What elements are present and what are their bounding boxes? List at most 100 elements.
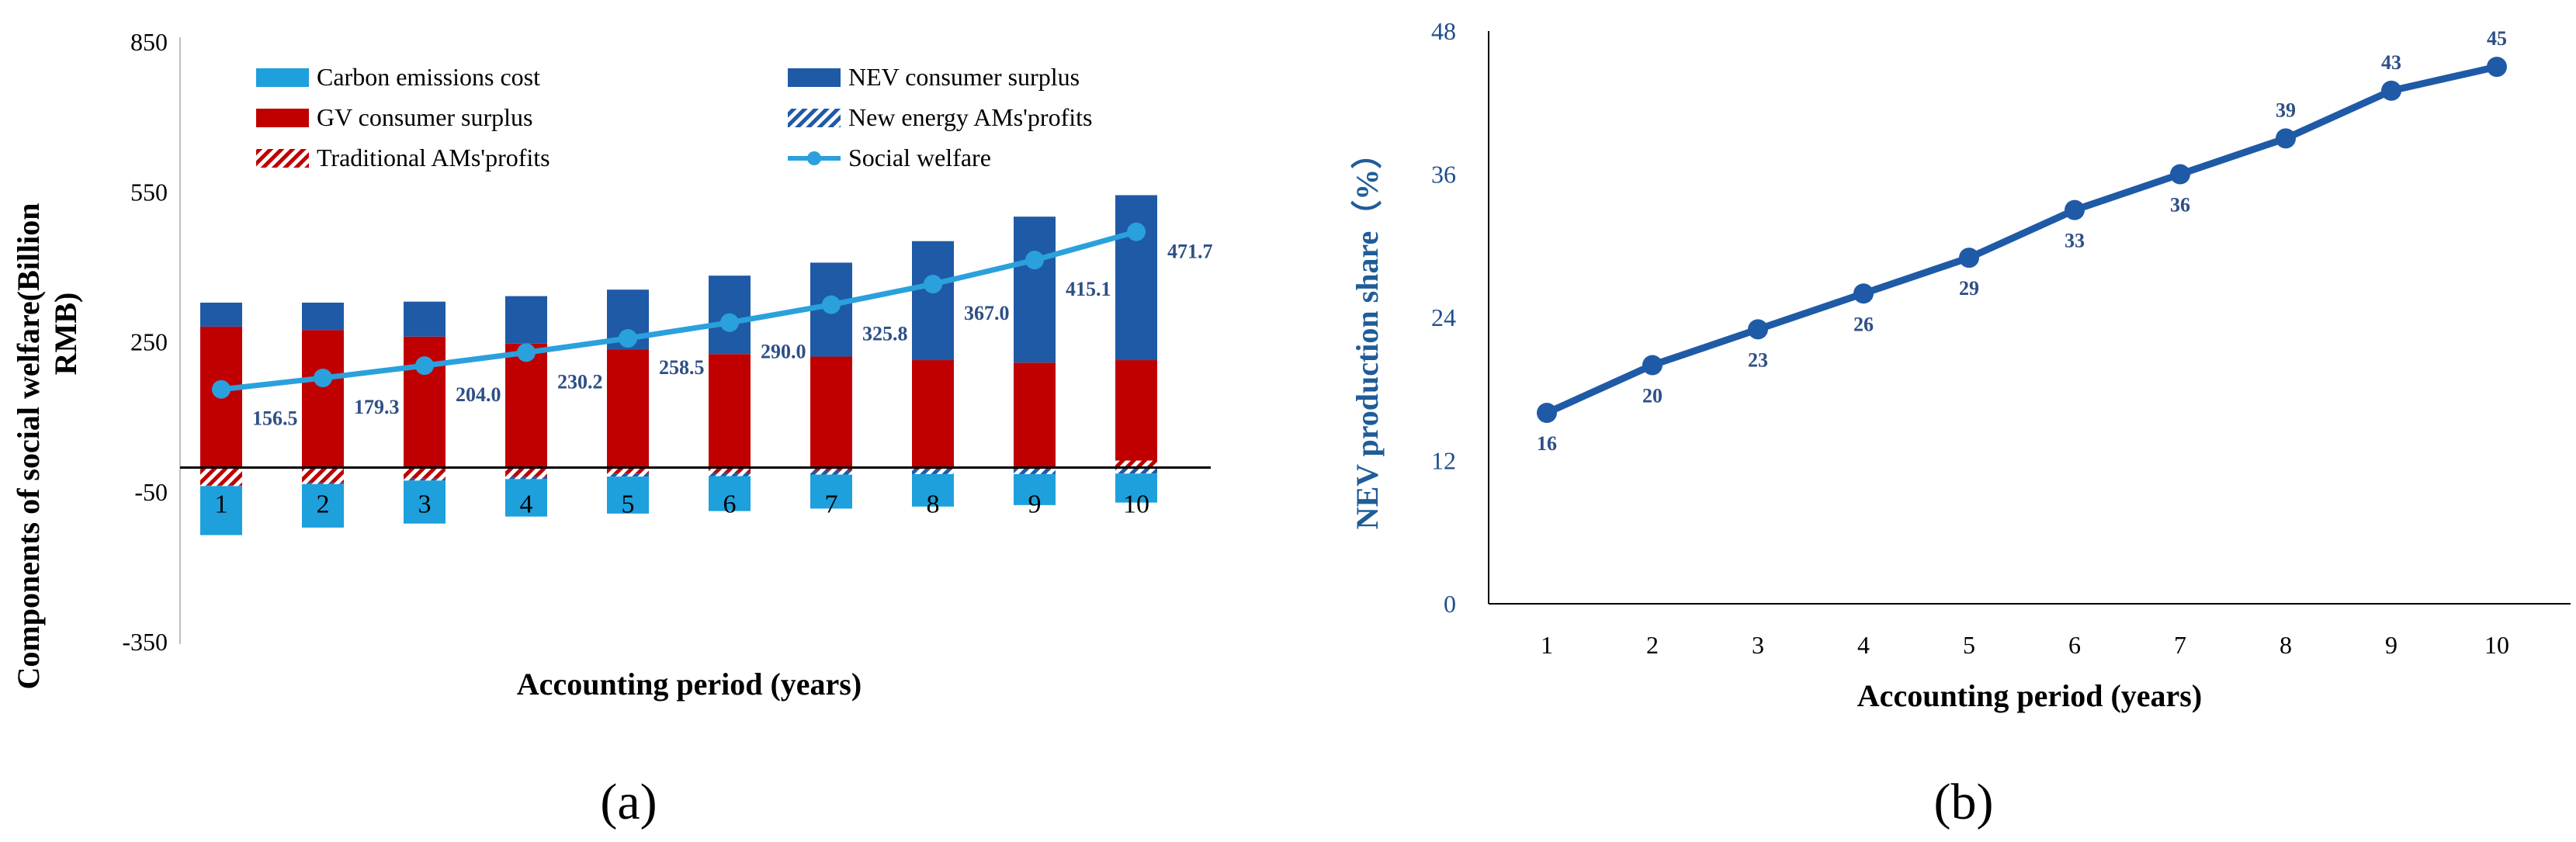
nev-share-value-label: 36 <box>2170 194 2190 217</box>
social-welfare-value-label: 258.5 <box>659 356 705 379</box>
chart-b-xtick-label: 6 <box>2068 631 2081 659</box>
bar-new-energy-profits <box>607 473 649 477</box>
bar-traditional-profits <box>404 467 446 479</box>
chart-b-xtick-label: 9 <box>2385 631 2397 659</box>
bar-nev-consumer-surplus <box>404 301 446 337</box>
chart-b-ytick-label: 48 <box>1431 17 1456 45</box>
social-welfare-value-label: 156.5 <box>252 407 298 430</box>
bar-gv-consumer-surplus <box>404 336 446 468</box>
legend-marker-welfare <box>807 151 821 165</box>
chart-a-category-label: 10 <box>1123 490 1149 519</box>
bar-nev-consumer-surplus <box>1115 195 1157 361</box>
social-welfare-point <box>314 369 332 388</box>
bar-gv-consumer-surplus <box>709 354 751 468</box>
bar-nev-consumer-surplus <box>200 302 242 327</box>
nev-share-value-label: 45 <box>2487 27 2507 50</box>
chart-a-category-label: 5 <box>622 490 635 519</box>
bar-new-energy-profits <box>200 485 242 487</box>
legend-label-welfare: Social welfare <box>848 144 991 172</box>
chart-b-xtick-label: 10 <box>2484 631 2509 659</box>
chart-a-category-label: 7 <box>825 490 838 519</box>
bar-gv-consumer-surplus <box>505 343 547 468</box>
nev-share-value-label: 23 <box>1748 348 1768 371</box>
social-welfare-value-label: 179.3 <box>354 396 400 418</box>
social-welfare-point <box>212 379 231 399</box>
legend-swatch-traditional <box>256 149 309 168</box>
nev-share-point <box>1748 319 1768 340</box>
chart-a-ylabel-line1: Components of social welfare(Billion <box>11 203 46 689</box>
bar-nev-consumer-surplus <box>912 241 954 361</box>
legend-label-new-energy: New energy AMs'profits <box>848 103 1092 131</box>
bar-gv-consumer-surplus <box>302 330 344 468</box>
bar-carbon-emissions-cost <box>200 486 242 535</box>
chart-b-ytick-label: 0 <box>1444 590 1456 618</box>
bar-carbon-emissions-cost <box>709 476 751 511</box>
bar-traditional-profits <box>302 467 344 483</box>
bar-new-energy-profits <box>505 476 547 480</box>
social-welfare-point <box>1025 251 1044 270</box>
bar-new-energy-profits <box>810 470 852 475</box>
chart-a-legend: Carbon emissions cost GV consumer surplu… <box>256 63 1092 172</box>
bar-new-energy-profits <box>302 482 344 484</box>
nev-share-line <box>1545 63 2498 417</box>
nev-share-value-label: 26 <box>1853 313 1874 335</box>
bar-gv-consumer-surplus <box>810 356 852 468</box>
chart-b-xlabel: Accounting period (years) <box>1857 678 2202 713</box>
nev-share-point <box>2170 164 2190 185</box>
social-welfare-point <box>924 275 942 294</box>
nev-share-value-label: 43 <box>2381 51 2401 74</box>
bar-new-energy-profits <box>404 478 446 481</box>
chart-a-category-label: 6 <box>723 490 737 519</box>
social-welfare-point <box>822 295 841 314</box>
chart-b-xtick-label: 7 <box>2174 631 2186 659</box>
chart-a-xlabel: Accounting period (years) <box>517 667 862 702</box>
social-welfare-value-label: 325.8 <box>862 323 908 345</box>
nev-share-point <box>2381 80 2401 101</box>
social-welfare-value-label: 367.0 <box>964 302 1010 324</box>
legend-swatch-new-energy <box>788 109 841 127</box>
social-welfare-value-label: 415.1 <box>1066 278 1111 300</box>
bar-gv-consumer-surplus <box>1115 360 1157 468</box>
bar-carbon-emissions-cost <box>302 483 344 528</box>
bar-new-energy-profits <box>1014 469 1056 474</box>
social-welfare-point <box>720 313 739 332</box>
legend-label-nev: NEV consumer surplus <box>848 63 1080 91</box>
legend-label-gv: GV consumer surplus <box>317 103 533 131</box>
nev-share-point <box>1537 403 1557 423</box>
bar-new-energy-profits <box>1115 467 1157 474</box>
bar-carbon-emissions-cost <box>607 476 649 514</box>
legend-label-traditional: Traditional AMs'profits <box>317 144 550 172</box>
legend-swatch-nev <box>788 68 841 87</box>
legend-swatch-carbon <box>256 68 309 87</box>
bar-traditional-profits <box>709 467 751 473</box>
bar-carbon-emissions-cost <box>1014 473 1056 505</box>
nev-share-point <box>1642 355 1662 376</box>
social-welfare-point <box>517 343 536 362</box>
bar-traditional-profits <box>505 467 547 477</box>
chart-b-xtick-label: 1 <box>1541 631 1553 659</box>
chart-a-ytick-label: 550 <box>130 178 168 206</box>
bar-new-energy-profits <box>709 472 751 476</box>
bar-gv-consumer-surplus <box>912 360 954 468</box>
chart-a-category-label: 2 <box>317 490 330 519</box>
chart-b-ylabel: NEV production share（%） <box>1350 138 1385 530</box>
chart-a-ytick-label: 250 <box>130 328 168 356</box>
chart-a-ytick-label: -50 <box>134 478 168 506</box>
chart-a-category-label: 4 <box>520 490 533 519</box>
bar-carbon-emissions-cost <box>912 473 954 507</box>
bar-nev-consumer-surplus <box>302 302 344 331</box>
chart-b-xtick-label: 5 <box>1963 631 1975 659</box>
chart-b-xtick-label: 4 <box>1857 631 1870 659</box>
bar-traditional-profits <box>810 467 852 471</box>
chart-a-ytick-label: 850 <box>130 28 168 56</box>
bar-carbon-emissions-cost <box>1115 473 1157 503</box>
social-welfare-line <box>220 229 1137 393</box>
nev-share-point <box>1959 248 1979 269</box>
nev-share-point <box>1853 283 1874 304</box>
nev-share-value-label: 16 <box>1537 432 1557 455</box>
nev-share-point <box>2276 128 2296 149</box>
bar-carbon-emissions-cost <box>505 479 547 517</box>
bar-new-energy-profits <box>912 470 954 474</box>
bar-carbon-emissions-cost <box>404 480 446 524</box>
